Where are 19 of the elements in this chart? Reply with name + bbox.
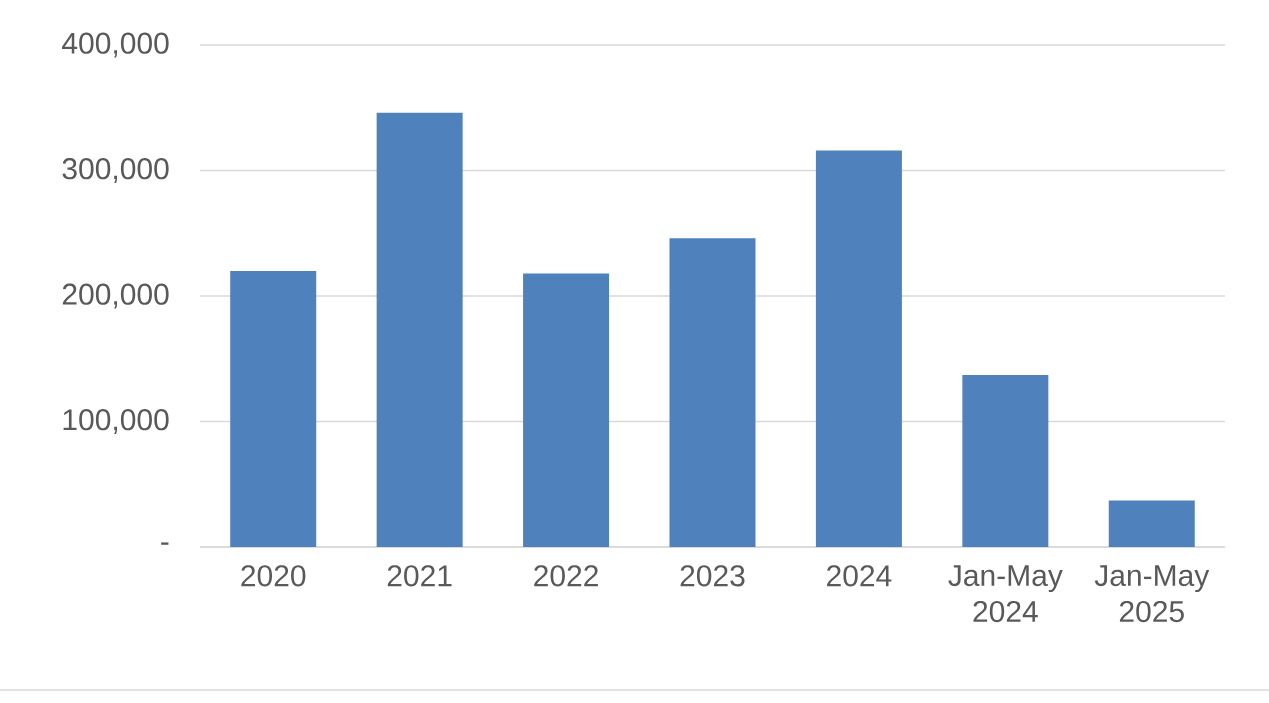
- bar: [962, 375, 1049, 547]
- bar: [669, 238, 756, 547]
- bar: [230, 270, 317, 547]
- x-tick-label: Jan-May 2024: [948, 565, 1063, 623]
- x-tick-label: 2021: [387, 565, 452, 587]
- y-tick-label: 400,000: [62, 32, 169, 58]
- bar: [523, 273, 610, 547]
- x-tick-label: 2020: [241, 565, 306, 587]
- bar: [376, 112, 463, 547]
- x-tick-label: 2022: [534, 565, 598, 587]
- y-tick-label: 200,000: [62, 283, 169, 309]
- y-tick-label: 300,000: [62, 158, 169, 183]
- y-tick-label: 100,000: [63, 409, 169, 434]
- x-tick-label: Jan-May 2025: [1094, 565, 1210, 623]
- y-tick-label: -: [161, 542, 169, 545]
- x-tick-label: 2024: [827, 565, 892, 587]
- bar: [815, 150, 902, 547]
- x-tick-label: 2023: [680, 565, 745, 587]
- bar: [1108, 500, 1195, 547]
